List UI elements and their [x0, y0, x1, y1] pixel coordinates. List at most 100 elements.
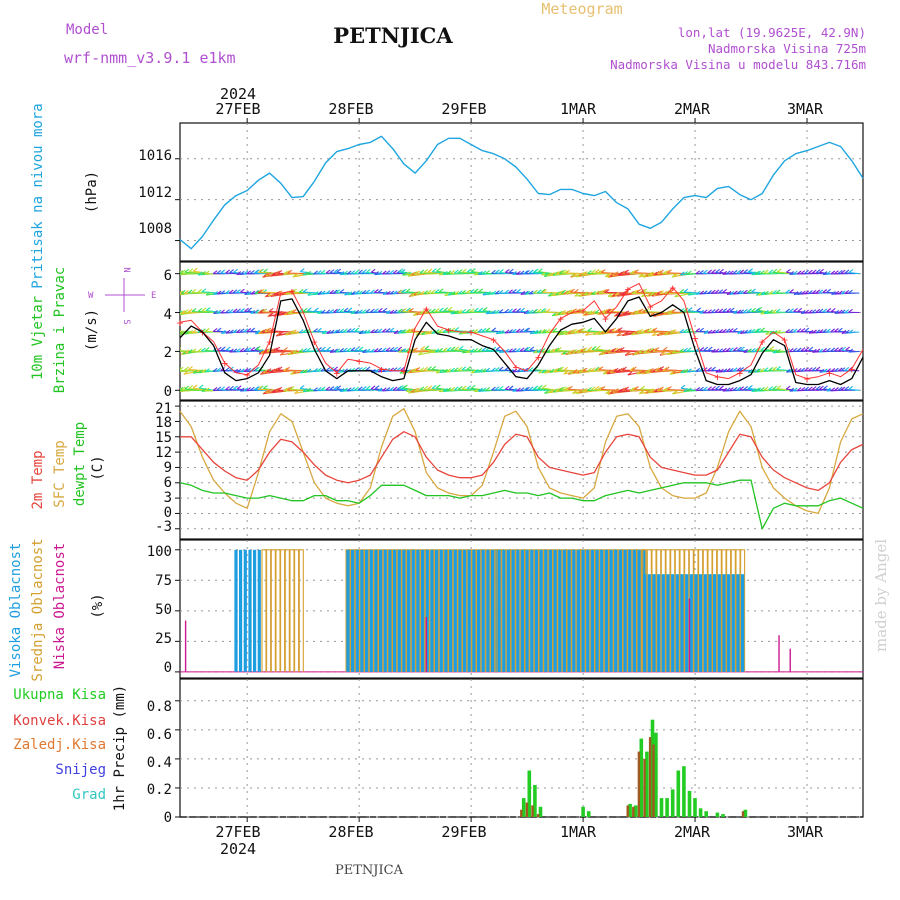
cloud-high-bar: [453, 549, 457, 672]
wind-arrow-head: [220, 346, 226, 351]
cloud-high-bar: [548, 549, 552, 672]
wind-arrow-head: [732, 386, 738, 391]
wind-arrow-head: [559, 366, 564, 371]
wind-arrow-head: [398, 329, 403, 334]
pressure-axis-unit: (hPa): [84, 171, 100, 213]
wind-arrow-head: [552, 271, 558, 276]
wind-arrow: [722, 291, 733, 294]
wind-arrow-head: [722, 270, 728, 275]
wind-arrow-head: [287, 310, 293, 315]
wind-arrow-head: [751, 288, 756, 293]
wind-arrow-head: [191, 329, 197, 334]
wind-arrow-head: [398, 308, 403, 313]
wind-arrow-head: [485, 270, 491, 275]
wind-arrow-head: [605, 349, 611, 353]
wind-arrow-head: [317, 327, 322, 332]
cloud-tick-label: 25: [155, 631, 172, 647]
cloud-high-bar: [421, 549, 425, 672]
wind-arrow-head: [303, 368, 308, 373]
wind-arrow-head: [559, 310, 565, 315]
wind-arrow-head: [631, 386, 637, 391]
wind-arrow-head: [834, 309, 840, 314]
wind-arrow-head: [606, 272, 612, 277]
wind-arrow-head: [370, 329, 375, 334]
wind-arrow-head: [552, 388, 558, 393]
wind-arrow-head: [482, 291, 488, 296]
wind-arrow-head: [299, 384, 305, 389]
precip-total-bar: [721, 814, 725, 817]
wind-arrow-head: [826, 368, 832, 373]
wind-arrow-head: [307, 291, 313, 296]
wind-arrow-head: [844, 366, 850, 371]
wind-arrow-head: [250, 269, 255, 274]
wind-arrow-head: [236, 271, 242, 276]
wind-arrow-head: [629, 270, 635, 275]
cloud-high-bar: [637, 549, 641, 672]
wind-arrow-head: [478, 387, 483, 392]
wind-arrow-head: [446, 347, 452, 351]
wind-arrow-head: [481, 387, 487, 392]
wind-arrow-head: [538, 268, 543, 273]
wind-arrow-head: [644, 328, 650, 333]
wind-arrow-head: [204, 387, 210, 392]
wind-arrow-head: [647, 388, 653, 393]
wind-arrow-head: [557, 346, 562, 351]
wind-arrow-head: [171, 369, 175, 372]
wind-arrow-head: [373, 289, 379, 293]
wind-arrow-head: [844, 289, 850, 294]
cloud-mid-bar: [693, 549, 699, 672]
wind-arrow-head: [546, 272, 552, 277]
cloud-high-bar: [425, 549, 429, 672]
wind-arrow-head: [247, 307, 253, 312]
wind-arrow-head: [615, 368, 621, 373]
wind-arrow-head: [299, 369, 305, 374]
wind-arrow-head: [613, 271, 619, 276]
temp-tick-label: 15: [155, 430, 172, 446]
wind-arrow: [406, 291, 423, 294]
wind-arrow-head: [580, 347, 586, 352]
wind-arrow-head: [187, 308, 193, 313]
wind-arrow-head: [351, 290, 356, 295]
cloud-high-bar: [647, 574, 651, 672]
wind-arrow-head: [789, 348, 794, 352]
gust-marker: +: [826, 367, 833, 380]
wind-arrow-head: [279, 351, 285, 356]
wind-arrow-head: [537, 385, 543, 389]
wind-arrow-head: [350, 270, 356, 275]
wind-arrow-head: [715, 385, 720, 390]
cloud-high-bar: [416, 549, 420, 672]
cloud-high-bar: [393, 549, 397, 672]
wind-arrow-head: [837, 309, 843, 314]
wind-arrow-head: [538, 369, 544, 374]
wind-arrow-head: [607, 329, 612, 333]
wind-arrow-head: [377, 328, 383, 333]
wind-arrow-head: [815, 385, 821, 390]
wind-arrow-head: [546, 369, 552, 374]
wind-arrow-head: [569, 308, 575, 313]
wind-arrow-head: [418, 351, 423, 356]
wind-arrow-head: [171, 328, 175, 331]
wind-arrow-head: [591, 346, 597, 350]
wind-arrow-head: [659, 269, 664, 274]
wind-arrow-head: [812, 348, 817, 353]
cloud-high-bar: [741, 574, 745, 672]
wind-arrow-head: [454, 290, 460, 295]
wind-arrow-head: [333, 348, 338, 353]
wind-arrow-head: [638, 328, 644, 333]
precip-conv-bar: [741, 811, 745, 817]
wind-arrow-head: [204, 347, 210, 352]
wind-arrow-head: [624, 386, 630, 391]
wind-arrow-head: [201, 307, 207, 312]
wind-arrow-head: [180, 270, 182, 273]
wind-arrow-head: [461, 289, 467, 294]
wind-arrow-head: [572, 328, 577, 333]
wind-arrow-head: [743, 385, 749, 390]
cloud-high-bar: [430, 549, 434, 672]
wind-arrow-head: [715, 268, 721, 273]
wind-arrow-head: [225, 366, 230, 371]
wind-arrow-head: [250, 290, 256, 295]
wind-arrow-head: [246, 290, 252, 295]
wind-arrow-head: [561, 289, 566, 294]
wind-arrow-head: [180, 366, 184, 371]
wind-arrow: [432, 271, 449, 275]
